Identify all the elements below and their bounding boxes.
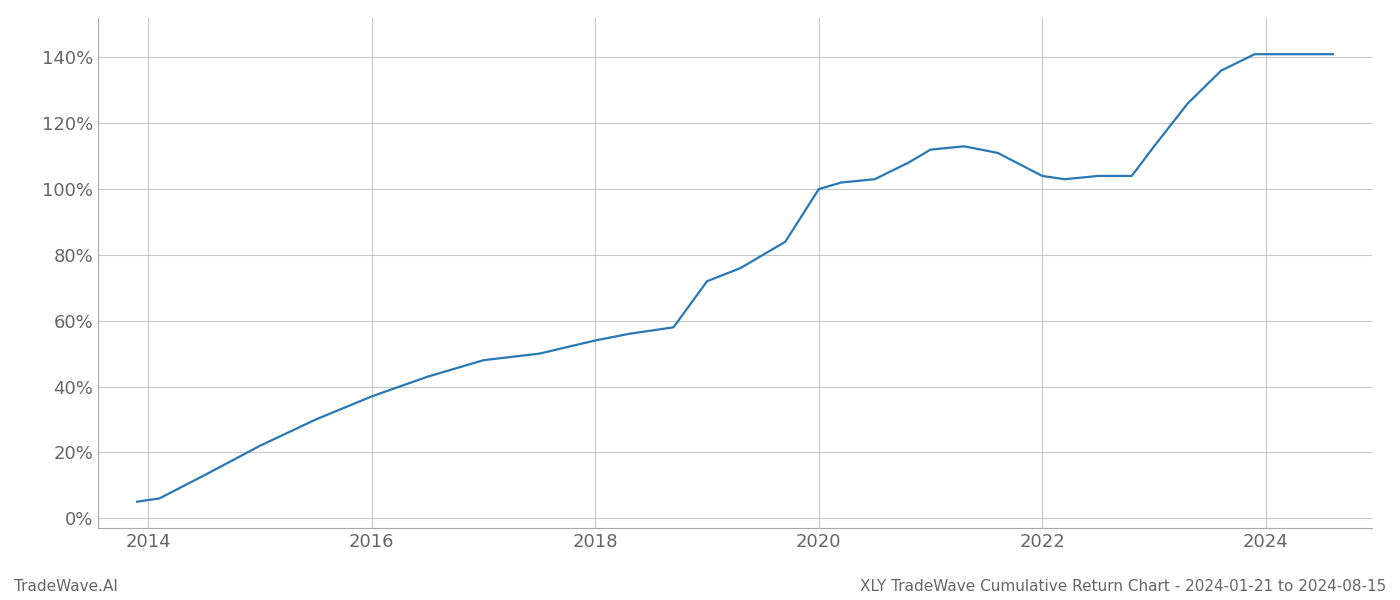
Text: TradeWave.AI: TradeWave.AI xyxy=(14,579,118,594)
Text: XLY TradeWave Cumulative Return Chart - 2024-01-21 to 2024-08-15: XLY TradeWave Cumulative Return Chart - … xyxy=(860,579,1386,594)
